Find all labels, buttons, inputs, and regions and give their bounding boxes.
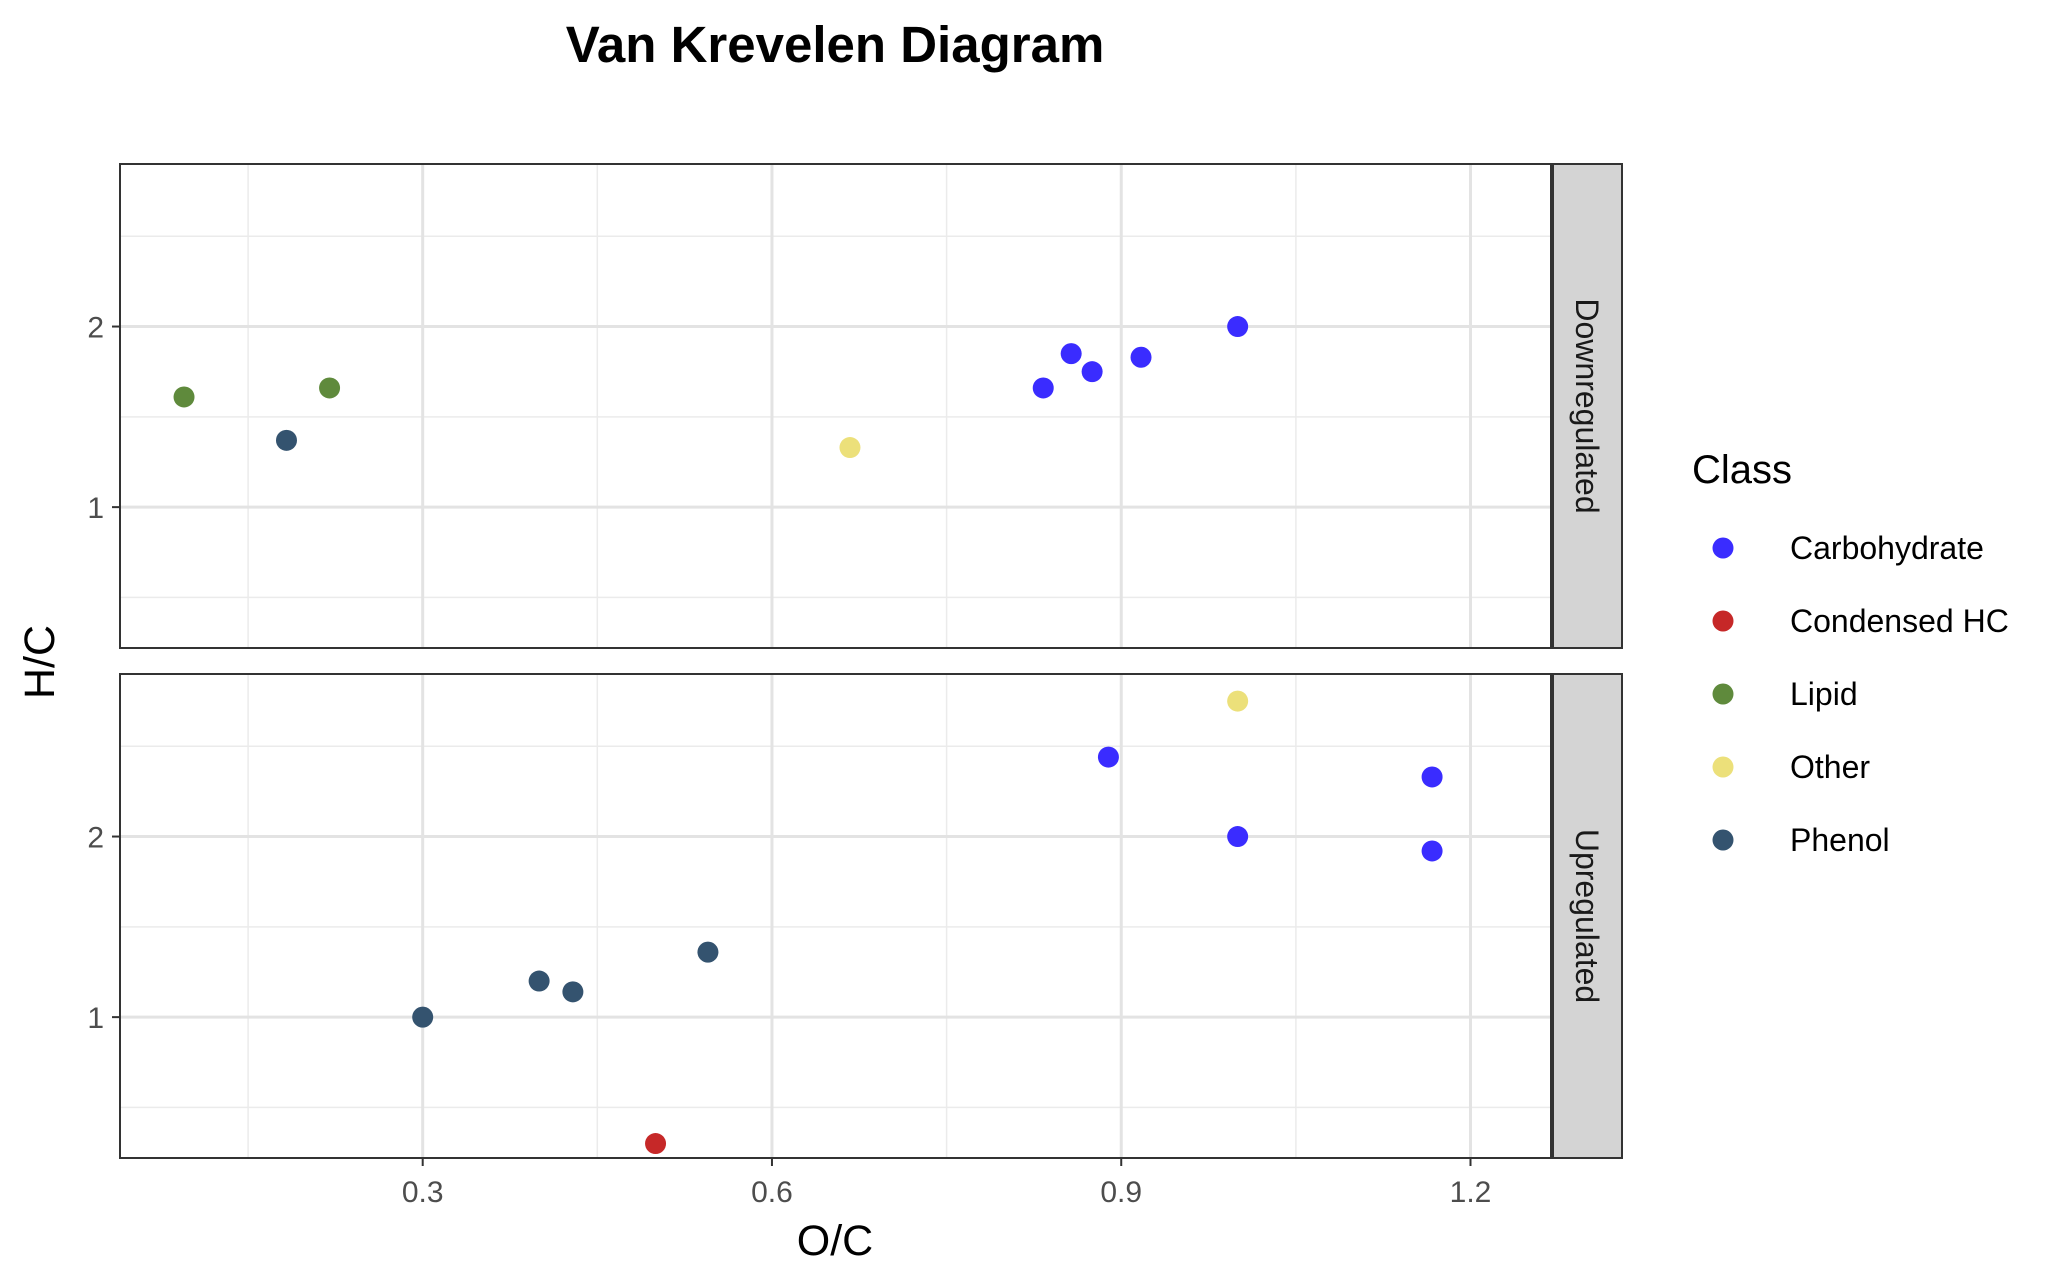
- facet-strip: [1551, 673, 1623, 1159]
- point-upregulated-2: [1421, 766, 1443, 788]
- legend-key-3: [1712, 756, 1734, 778]
- panel-background: [120, 674, 1552, 1158]
- x-tick-label: 0.3: [402, 1176, 444, 1209]
- point-downregulated-6: [1081, 361, 1103, 383]
- legend-label-2: Lipid: [1790, 676, 1858, 712]
- y-tick-label: 1: [87, 492, 104, 525]
- legend-label-3: Other: [1790, 749, 1870, 785]
- point-upregulated-4: [1227, 690, 1249, 712]
- point-downregulated-5: [1060, 343, 1082, 365]
- point-upregulated-0: [1097, 746, 1119, 768]
- point-downregulated-8: [1227, 316, 1249, 338]
- facet-strip-label: Downregulated: [1569, 298, 1605, 513]
- point-downregulated-3: [839, 437, 861, 459]
- point-downregulated-2: [275, 429, 297, 451]
- point-upregulated-3: [1421, 840, 1443, 862]
- legend-key-4: [1712, 829, 1734, 851]
- legend-key-0: [1712, 537, 1734, 559]
- point-upregulated-9: [645, 1133, 667, 1155]
- y-axis-title: H/C: [16, 625, 64, 699]
- legend-key-1: [1712, 610, 1734, 632]
- facet-strip: [1551, 163, 1623, 649]
- legend: Class Carbohydrate Condensed HC Lipid Other…: [1692, 448, 2009, 858]
- point-downregulated-7: [1130, 346, 1152, 368]
- x-tick-label: 0.6: [751, 1176, 793, 1209]
- point-downregulated-0: [173, 386, 195, 408]
- y-tick-label: 2: [87, 312, 104, 345]
- facet-panels: 1 2 Downregulated 1 2 Upregulated 0.3 0.6 0.9 1.2: [87, 163, 1623, 1209]
- legend-title: Class: [1692, 448, 1792, 492]
- point-upregulated-8: [697, 941, 719, 963]
- point-upregulated-6: [528, 970, 550, 992]
- point-downregulated-4: [1032, 377, 1054, 399]
- point-upregulated-7: [562, 981, 584, 1003]
- legend-label-0: Carbohydrate: [1790, 530, 1984, 566]
- point-downregulated-1: [319, 377, 341, 399]
- point-upregulated-5: [412, 1006, 434, 1028]
- x-tick-label: 0.9: [1100, 1176, 1142, 1209]
- point-upregulated-1: [1227, 826, 1249, 848]
- legend-label-4: Phenol: [1790, 822, 1890, 858]
- panel-background: [120, 164, 1552, 648]
- x-axis-title: O/C: [797, 1217, 873, 1265]
- x-tick-label: 1.2: [1450, 1176, 1492, 1209]
- facet-strip-label: Upregulated: [1569, 829, 1605, 1003]
- panel-downregulated: 1 2 Downregulated: [87, 163, 1623, 649]
- y-tick-label: 1: [87, 1002, 104, 1035]
- legend-key-2: [1712, 683, 1734, 705]
- legend-entries: Carbohydrate Condensed HC Lipid Other Phenol: [1712, 530, 2009, 858]
- y-tick-label: 2: [87, 822, 104, 855]
- panel-upregulated: 1 2 Upregulated: [87, 673, 1623, 1159]
- chart-title: Van Krevelen Diagram: [566, 16, 1105, 73]
- legend-label-1: Condensed HC: [1790, 603, 2009, 639]
